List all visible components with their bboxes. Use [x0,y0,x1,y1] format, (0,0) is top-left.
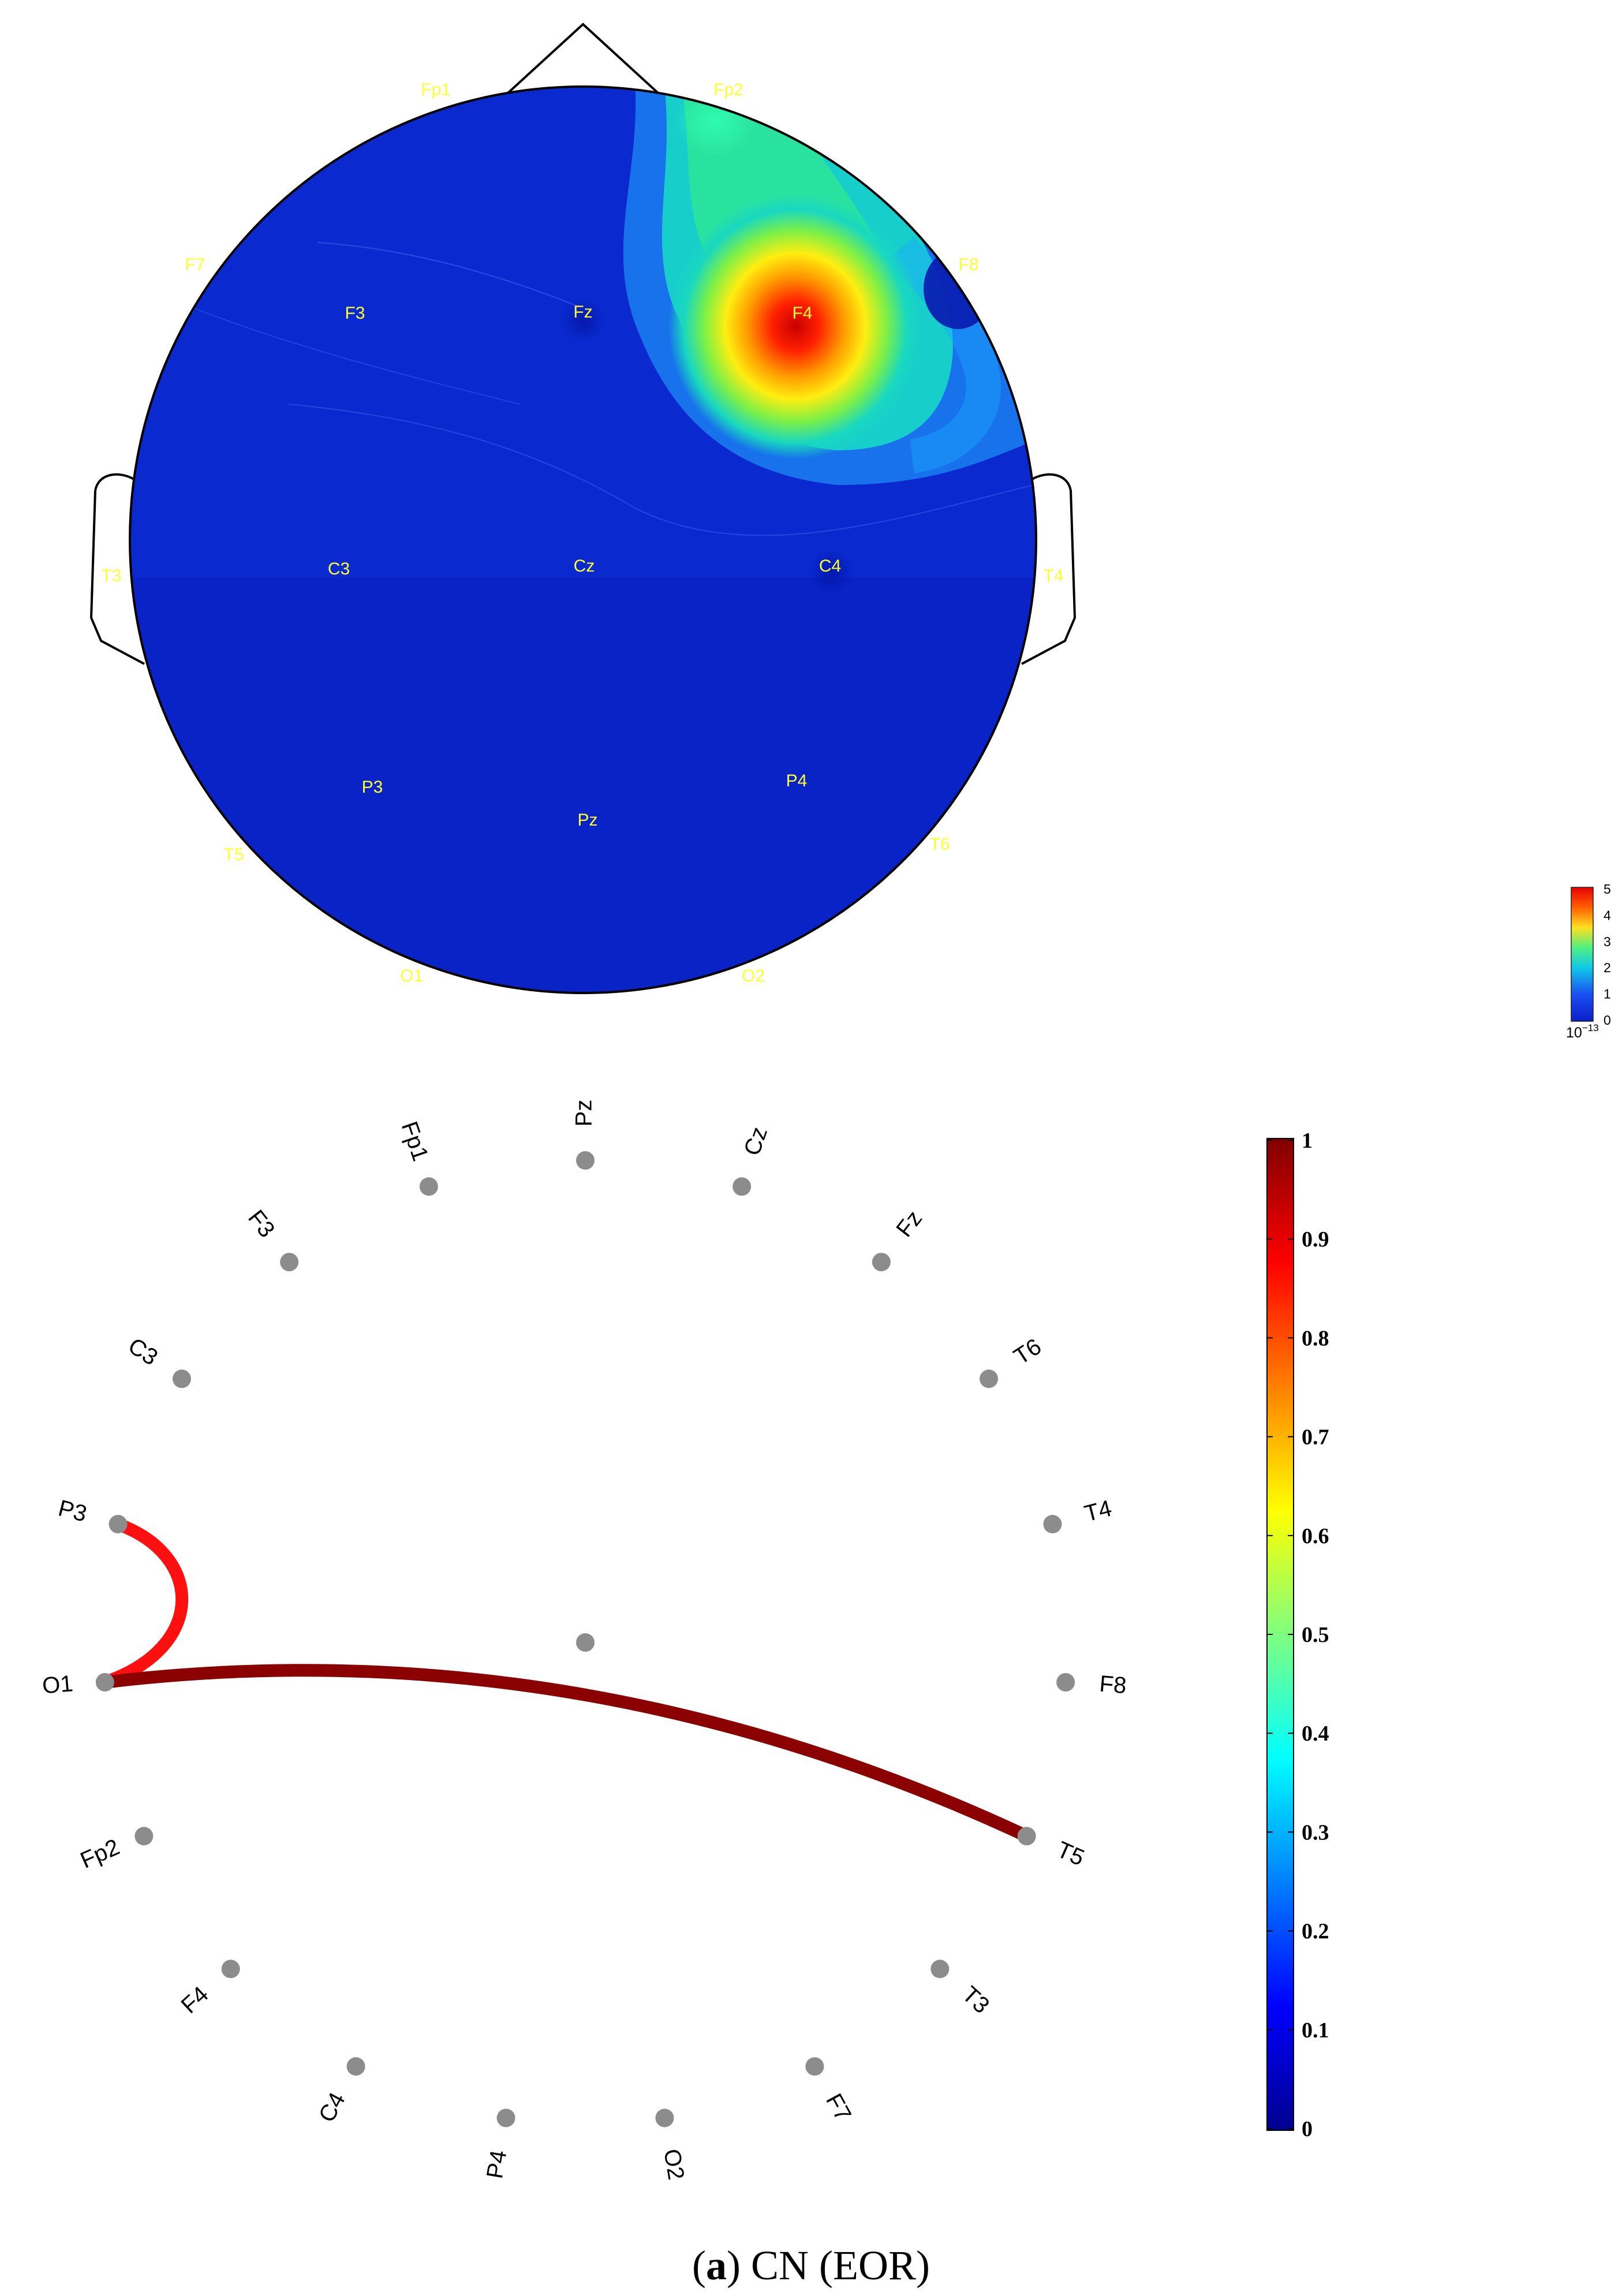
connectivity-node-c3 [172,1369,191,1388]
topomap-colorbar: 0 1 2 3 4 5 10−13 [1566,882,1611,1041]
topomap-colorbar-tick: 2 [1604,960,1611,975]
connectivity-colorbar-tick: 0.9 [1302,1227,1329,1252]
topomap-electrode-label-o1: O1 [400,966,423,985]
connectivity-colorbar-tick: 0.8 [1302,1326,1329,1350]
connectivity-node-label-c3: C3 [124,1333,162,1371]
connectivity-node-p4 [496,2108,515,2127]
topomap-electrode-label-cz: Cz [574,557,595,576]
connectivity-node-fz [872,1253,891,1272]
connectivity-colorbar-tick: 0.2 [1302,1920,1329,1944]
connectivity-node-label-pz: Pz [571,1100,597,1127]
connectivity-graph: Pz Cz Fz T6 T4 F8 T5 T3 F7 O2 P4 C4 F4 Fp2 O1 P3 C3 F3 Fp1… [42,1100,1329,2182]
topomap-electrode-label-f8: F8 [958,255,978,274]
connectivity-colorbar-tick: 0.3 [1302,1820,1329,1845]
connectivity-node-label-t3: T3 [957,1981,994,2018]
connectivity-node-label-f7: F7 [821,2089,856,2125]
connectivity-colorbar-tick: 0.6 [1302,1524,1329,1548]
connectivity-node-label-f4: F4 [177,1981,214,2018]
connectivity-node-label-cz: Cz [739,1124,772,1159]
connectivity-node-t3 [930,1959,950,1978]
center-node [576,1633,595,1652]
topomap-colorbar-tick: 0 [1604,1013,1611,1028]
topomap-electrode-label-t6: T6 [929,835,950,854]
connectivity-node-fp2 [134,1827,154,1846]
right-ear-outline [1021,473,1077,665]
topomap-colorbar-gradient [1571,887,1594,1022]
connectivity-node-fp1 [419,1177,438,1196]
connectivity-node-p3 [109,1515,128,1534]
figure-caption: (a) CN (EOR) [692,2242,930,2288]
topomap-colorbar-tick: 4 [1604,908,1611,923]
topomap-electrode-label-o2: O2 [742,966,765,985]
connectivity-colorbar-tick: 1 [1302,1129,1313,1153]
topomap-electrode-label-t3: T3 [101,566,121,585]
connectivity-colorbar: 0 0.1 0.2 0.3 0.4 0.5 0.6 0.7 0.8 0.9 1 [1266,1129,1329,2141]
connectivity-node-f3 [280,1253,299,1272]
topomap-electrode-label-pz: Pz [577,811,597,830]
topomap-electrode-label-c4: C4 [819,557,841,576]
connectivity-node-label-fp2: Fp2 [77,1834,124,1873]
topomap-electrode-label-f4: F4 [792,304,812,323]
connectivity-colorbar-tick: 0.7 [1302,1425,1329,1450]
connectivity-node-f4 [221,1959,240,1978]
topomap-colorbar-tick: 3 [1604,934,1611,949]
topomap-electrode-label-fz: Fz [573,303,592,322]
connectivity-node-label-fp1: Fp1 [397,1118,433,1164]
connectivity-node-c4 [346,2057,365,2076]
connectivity-edge-p3-o1 [98,1518,189,1689]
connectivity-node-label-f8: F8 [1098,1671,1127,1698]
connectivity-node-label-c4: C4 [314,2088,350,2126]
f4-hotspot [668,193,922,459]
topomap-surface [130,87,1036,993]
topomap-electrode-label-f7: F7 [185,255,205,274]
connectivity-colorbar-tick: 0.1 [1302,2018,1329,2043]
head-outline [129,85,1037,994]
connectivity-node-f8 [1056,1672,1075,1692]
connectivity-node-t5 [1017,1827,1036,1846]
connectivity-node-cz [732,1177,752,1196]
topomap-electrode-label-c3: C3 [328,559,350,578]
connectivity-node-label-fz: Fz [891,1206,927,1242]
connectivity-node-f7 [805,2057,824,2076]
connectivity-node-label-t5: T5 [1053,1837,1088,1871]
connectivity-colorbar-tick: 0.4 [1302,1722,1329,1746]
connectivity-node-o2 [655,2108,674,2127]
topomap-colorbar-exponent: 10−13 [1566,1022,1599,1041]
connectivity-node-label-f3: F3 [243,1205,279,1242]
nose-outline [500,23,666,100]
topomap-electrode-label-f3: F3 [345,304,365,323]
connectivity-node-label-o2: O2 [659,2147,689,2182]
connectivity-colorbar-tick: 0.5 [1302,1623,1329,1647]
topomap-electrode-label-fp1: Fp1 [421,80,451,99]
connectivity-edge-o1-t5 [98,1664,1033,1843]
topomap-electrode-label-t5: T5 [223,845,244,864]
connectivity-node-label-p4: P4 [482,2148,511,2181]
left-ear-outline [89,473,145,665]
topomap-electrode-label-p3: P3 [362,778,383,797]
topomap-electrode-label-p4: P4 [786,771,808,790]
connectivity-node-label-t6: T6 [1010,1334,1046,1369]
topomap-electrode-label-t4: T4 [1043,566,1063,585]
connectivity-node-label-p3: P3 [56,1495,89,1527]
connectivity-node-label-o1: O1 [42,1671,74,1698]
topomap: Fp1 Fp2 F7 F8 F3 Fz F4 T3 C3 Cz C4 T4 P3 Pz P4 T5 T6 O1 O2… [89,23,1611,1041]
connectivity-node-label-t4: T4 [1082,1495,1114,1526]
connectivity-colorbar-tick: 0 [1302,2117,1313,2141]
connectivity-node-t4 [1043,1515,1062,1534]
connectivity-node-t6 [980,1369,999,1388]
connectivity-node-o1 [95,1672,114,1692]
topomap-colorbar-tick: 5 [1604,882,1611,897]
topomap-electrode-label-fp2: Fp2 [713,80,743,99]
topomap-colorbar-tick: 1 [1604,987,1611,1002]
connectivity-node-pz [576,1151,595,1170]
